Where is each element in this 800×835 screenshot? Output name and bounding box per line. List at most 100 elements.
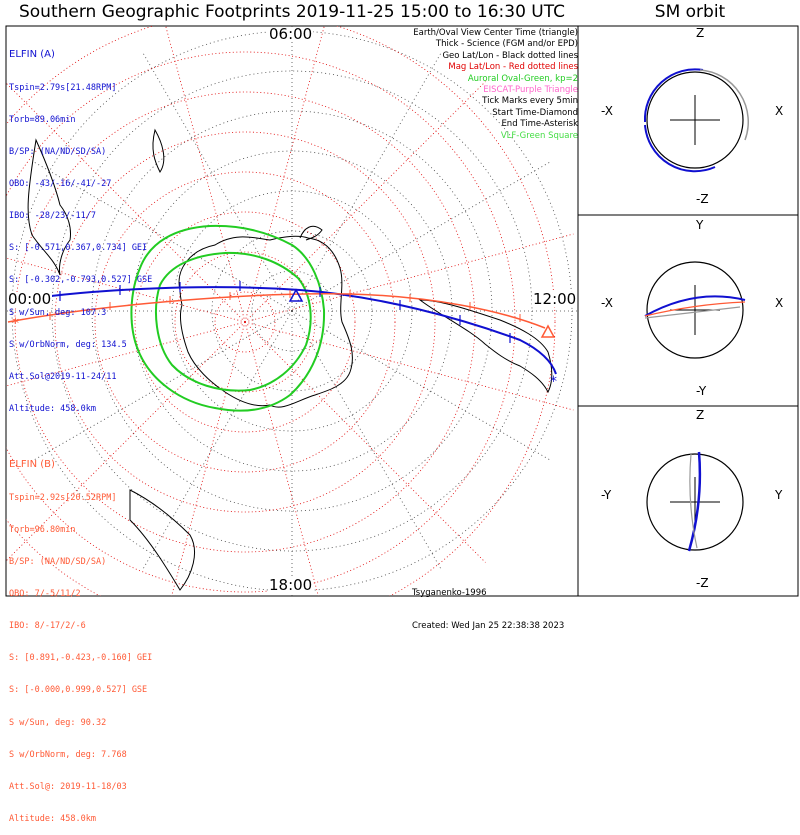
auroral-oval-outer bbox=[130, 224, 326, 412]
info-line: S: [-0.571,0.367,0.734] GEI bbox=[9, 243, 148, 254]
sm-orbit-a bbox=[643, 68, 704, 123]
mlt-label-right: 12:00 bbox=[532, 290, 578, 308]
legend-item: Geo Lat/Lon - Black dotted lines bbox=[442, 50, 578, 61]
mag-meridian bbox=[6, 321, 246, 562]
legend-item: EISCAT-Purple Triangle bbox=[483, 85, 578, 96]
info-line: S w/Sun, deg: 107.3 bbox=[9, 307, 107, 318]
info-line: Att.Sol@2019-11-24/11 bbox=[9, 371, 117, 382]
info-line: S w/Sun, deg: 90.32 bbox=[9, 717, 107, 728]
sm2-bottom-label: -Y bbox=[696, 384, 707, 398]
africa-coast bbox=[129, 489, 195, 591]
info-line: OBO: 7/-5/11/2 bbox=[9, 589, 81, 600]
mlt-label-left: 00:00 bbox=[7, 290, 53, 308]
chart-title: Southern Geographic Footprints 2019-11-2… bbox=[18, 2, 565, 22]
elfin-a-header: ELFIN (A) bbox=[9, 49, 55, 61]
sm2-right-label: X bbox=[775, 296, 784, 310]
sm-orbit-a bbox=[644, 124, 716, 173]
south-america-coast bbox=[27, 138, 71, 276]
model-name: Tsyganenko-1996 bbox=[412, 588, 487, 598]
mag-meridian bbox=[171, 321, 246, 596]
geo-meridian bbox=[291, 310, 443, 572]
sm1-right-label: X bbox=[775, 104, 784, 118]
mag-latitude-circle bbox=[6, 51, 516, 593]
elfin-b-start-asterisk: * bbox=[12, 316, 19, 332]
earth-circle bbox=[646, 453, 744, 551]
info-line: Altitude: 458.0km bbox=[9, 813, 96, 824]
legend-item: Tick Marks every 5min bbox=[482, 96, 578, 107]
antarctica-coast bbox=[178, 235, 353, 408]
mag-meridian bbox=[244, 321, 319, 596]
new-zealand-coast bbox=[152, 128, 165, 173]
footprint-tracks: ** bbox=[7, 281, 557, 390]
sm2-top-label: Y bbox=[696, 218, 704, 232]
legend-item: Auroral Oval-Green, kp=2 bbox=[467, 73, 578, 84]
mag-meridian bbox=[244, 321, 486, 563]
info-line: S w/OrbNorm, deg: 7.768 bbox=[9, 749, 127, 760]
legend-item: VLF-Green Square bbox=[500, 130, 578, 141]
mag-grid bbox=[6, 26, 574, 596]
australia-coast bbox=[418, 299, 553, 394]
mag-meridian bbox=[6, 321, 246, 387]
geo-meridian bbox=[291, 310, 553, 462]
mag-meridian bbox=[244, 81, 486, 323]
info-line: Att.Sol@: 2019-11-18/03 bbox=[9, 781, 127, 792]
sm3-bottom-label: -Z bbox=[696, 576, 709, 590]
created-stamp: Created: Wed Jan 25 22:38:38 2023 bbox=[412, 621, 565, 631]
sm1-bottom-label: -Z bbox=[696, 192, 709, 206]
mlt-label-top: 06:00 bbox=[268, 25, 314, 43]
geo-meridian bbox=[141, 310, 293, 572]
sm3-top-label: Z bbox=[696, 408, 705, 422]
info-line: Tspin=2.92s[20.52RPM] bbox=[9, 492, 117, 503]
sm-orbit-b-ghost bbox=[644, 306, 741, 319]
elfin-a-center-triangle bbox=[288, 288, 304, 302]
mag-latitude-circle bbox=[214, 291, 276, 353]
info-line: IBO: 8/-17/2/-6 bbox=[9, 621, 86, 632]
mag-meridian bbox=[6, 257, 246, 323]
info-line: B/SP: (NA/ND/SD/SA) bbox=[9, 557, 107, 568]
mag-meridian bbox=[165, 26, 246, 323]
info-line: Torb=89.06min bbox=[9, 114, 76, 125]
coastlines bbox=[27, 128, 553, 591]
footer: Tsyganenko-1996 Created: Wed Jan 25 22:3… bbox=[412, 566, 564, 643]
sm-orbit-a bbox=[644, 295, 746, 317]
info-line: S: [-0.000,0.999,0.527] GSE bbox=[9, 685, 148, 696]
mag-meridian bbox=[244, 233, 574, 323]
sm-orbit-b bbox=[689, 453, 698, 549]
geo-meridian bbox=[291, 160, 553, 312]
geo-meridian bbox=[141, 50, 293, 312]
legend-item: End Time-Asterisk bbox=[501, 119, 578, 130]
sm1-top-label: Z bbox=[696, 26, 705, 40]
sm-orbit-b bbox=[699, 69, 749, 141]
mlt-label-bottom: 18:00 bbox=[268, 576, 314, 594]
info-line: Tspin=2.79s[21.48RPM] bbox=[9, 82, 117, 93]
elfin-b-info: ELFIN (B) Tspin=2.92s[20.52RPM] Torb=96.… bbox=[9, 438, 152, 835]
mag-meridian bbox=[244, 321, 574, 411]
mag-latitude-circle bbox=[94, 171, 396, 473]
earth-circle bbox=[646, 261, 744, 359]
elfin-b-center-triangle bbox=[540, 324, 556, 338]
sm1-left-label: -X bbox=[601, 104, 613, 118]
legend-item: Thick - Science (FGM and/or EPD) bbox=[435, 39, 578, 50]
legend-item: Mag Lat/Lon - Red dotted lines bbox=[448, 62, 578, 73]
elfin-b-track bbox=[7, 293, 546, 329]
info-line: S w/OrbNorm, deg: 134.5 bbox=[9, 339, 127, 350]
mag-latitude-circle bbox=[6, 26, 556, 596]
sm-orbit-b bbox=[644, 301, 746, 317]
mag-meridian bbox=[6, 82, 246, 323]
auroral-oval-inner bbox=[155, 251, 312, 392]
mag-meridian bbox=[244, 26, 325, 323]
info-line: IBO: -28/23/-11/7 bbox=[9, 211, 96, 222]
info-line: B/SP: (NA/ND/SD/SA) bbox=[9, 147, 107, 158]
sm2-left-label: -X bbox=[601, 296, 613, 310]
info-line: Torb=96.80min bbox=[9, 524, 76, 535]
sm-orbit-panels bbox=[643, 68, 749, 552]
sm-orbit-a bbox=[687, 451, 702, 552]
legend: Earth/Oval View Center Time (triangle) T… bbox=[413, 28, 578, 142]
sm-orbit-title: SM orbit bbox=[654, 2, 726, 22]
mag-latitude-circle bbox=[14, 91, 476, 553]
elfin-b-header: ELFIN (B) bbox=[9, 459, 55, 471]
mag-latitude-circle bbox=[134, 211, 356, 433]
antarctic-peninsula bbox=[299, 225, 323, 241]
elfin-a-info: ELFIN (A) Tspin=2.79s[21.48RPM] Torb=89.… bbox=[9, 28, 152, 425]
auroral-ovals bbox=[130, 224, 326, 412]
